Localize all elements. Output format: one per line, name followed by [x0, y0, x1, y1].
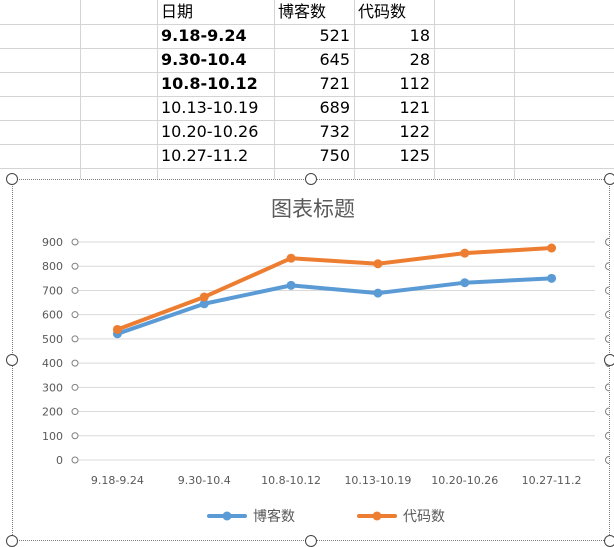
header-cell-date[interactable]: 日期 — [161, 2, 194, 21]
x-tick-label: 10.8-10.12 — [261, 474, 321, 487]
axis-selection-marker — [71, 238, 79, 246]
data-point — [286, 253, 296, 263]
selection-marker — [605, 310, 609, 319]
legend-label: 博客数 — [253, 508, 295, 525]
date-cell[interactable]: 10.13-10.19 — [161, 98, 259, 117]
data-point — [373, 288, 383, 298]
axis-selection-marker — [71, 286, 79, 294]
grid-line-vertical — [274, 0, 275, 180]
selection-marker — [605, 334, 609, 343]
selection-marker — [605, 286, 609, 295]
resize-handle[interactable] — [305, 535, 317, 547]
y-tick-label: 400 — [42, 357, 63, 370]
legend-swatch-marker — [372, 511, 382, 521]
grid-line-horizontal — [0, 24, 614, 25]
grid-line-horizontal — [0, 72, 614, 73]
code-count-cell[interactable]: 28 — [409, 50, 430, 69]
selection-marker — [605, 407, 609, 416]
resize-handle[interactable] — [6, 354, 18, 366]
code-count-cell[interactable]: 122 — [399, 122, 430, 141]
data-point — [286, 280, 296, 290]
grid-line-horizontal — [0, 144, 614, 145]
axis-selection-marker — [71, 311, 79, 319]
axis-selection-marker — [71, 262, 79, 270]
resize-handle[interactable] — [604, 535, 614, 547]
selection-marker — [605, 456, 609, 464]
data-point — [460, 248, 470, 258]
grid-line-horizontal — [0, 96, 614, 97]
code-count-cell[interactable]: 121 — [399, 98, 430, 117]
blog-count-cell[interactable]: 689 — [319, 98, 350, 117]
chart-title: 图表标题 — [271, 197, 355, 221]
axis-selection-marker — [71, 383, 79, 391]
x-tick-label: 10.13-10.19 — [344, 474, 411, 487]
series-line-0 — [115, 276, 554, 336]
series-line-1 — [115, 246, 554, 332]
data-point — [112, 324, 122, 334]
y-tick-label: 600 — [42, 309, 63, 322]
blog-count-cell[interactable]: 521 — [319, 26, 350, 45]
y-tick-label: 900 — [42, 236, 63, 249]
resize-handle[interactable] — [6, 173, 18, 185]
code-count-cell[interactable]: 18 — [409, 26, 430, 45]
data-point — [547, 273, 557, 283]
data-point — [373, 259, 383, 269]
y-tick-label: 800 — [42, 260, 63, 273]
data-point — [199, 292, 209, 302]
x-tick-label: 10.27-11.2 — [522, 474, 582, 487]
y-tick-label: 200 — [42, 406, 63, 419]
date-cell[interactable]: 9.18-9.24 — [161, 26, 247, 45]
y-tick-label: 500 — [42, 333, 63, 346]
selection-marker — [605, 431, 609, 440]
grid-line-horizontal — [0, 168, 614, 169]
x-tick-label: 10.20-10.26 — [431, 474, 498, 487]
selection-marker — [605, 383, 609, 392]
blog-count-cell[interactable]: 732 — [319, 122, 350, 141]
date-cell[interactable]: 9.30-10.4 — [161, 50, 247, 69]
axis-selection-marker — [71, 456, 79, 464]
grid-line-horizontal — [0, 48, 614, 49]
data-point — [547, 243, 557, 253]
blog-count-cell[interactable]: 750 — [319, 146, 350, 165]
grid-line-vertical — [514, 0, 515, 180]
grid-line-vertical — [157, 0, 158, 180]
y-tick-label: 0 — [56, 454, 63, 467]
date-cell[interactable]: 10.8-10.12 — [161, 74, 258, 93]
axis-selection-marker — [71, 359, 79, 367]
code-count-cell[interactable]: 125 — [399, 146, 430, 165]
axis-selection-marker — [71, 335, 79, 343]
header-cell-code[interactable]: 代码数 — [358, 2, 407, 21]
resize-handle[interactable] — [6, 535, 18, 547]
line-chart: 图表标题 0 100 200 300 400 500 600 700 800 900 9.18-9.2… — [42, 197, 609, 525]
blog-count-cell[interactable]: 721 — [319, 74, 350, 93]
y-tick-label: 700 — [42, 284, 63, 297]
selection-marker — [605, 262, 609, 271]
grid-line-vertical — [80, 0, 81, 180]
axis-selection-marker — [71, 432, 79, 440]
header-cell-blogs[interactable]: 博客数 — [278, 2, 327, 21]
grid-line-vertical — [434, 0, 435, 180]
blog-count-cell[interactable]: 645 — [319, 50, 350, 69]
x-tick-label: 9.30-10.4 — [178, 474, 231, 487]
axis-selection-marker — [71, 408, 79, 416]
chart-area[interactable]: 图表标题 0 100 200 300 400 500 600 700 800 900 9.18-9.2… — [6, 173, 614, 547]
legend-swatch-marker — [222, 511, 232, 521]
data-point — [199, 299, 209, 309]
code-count-cell[interactable]: 112 — [399, 74, 430, 93]
date-cell[interactable]: 10.27-11.2 — [161, 146, 249, 165]
date-cell[interactable]: 10.20-10.26 — [161, 122, 259, 141]
y-tick-label: 300 — [42, 381, 63, 394]
grid-line-horizontal — [0, 120, 614, 121]
x-tick-label: 9.18-9.24 — [91, 474, 144, 487]
y-tick-label: 100 — [42, 430, 63, 443]
resize-handle[interactable] — [604, 354, 614, 366]
selection-marker — [605, 238, 609, 246]
grid-line-vertical — [354, 0, 355, 180]
legend-label: 代码数 — [403, 509, 445, 525]
resize-handle[interactable] — [305, 173, 317, 185]
resize-handle[interactable] — [604, 173, 614, 185]
data-point — [460, 278, 470, 288]
